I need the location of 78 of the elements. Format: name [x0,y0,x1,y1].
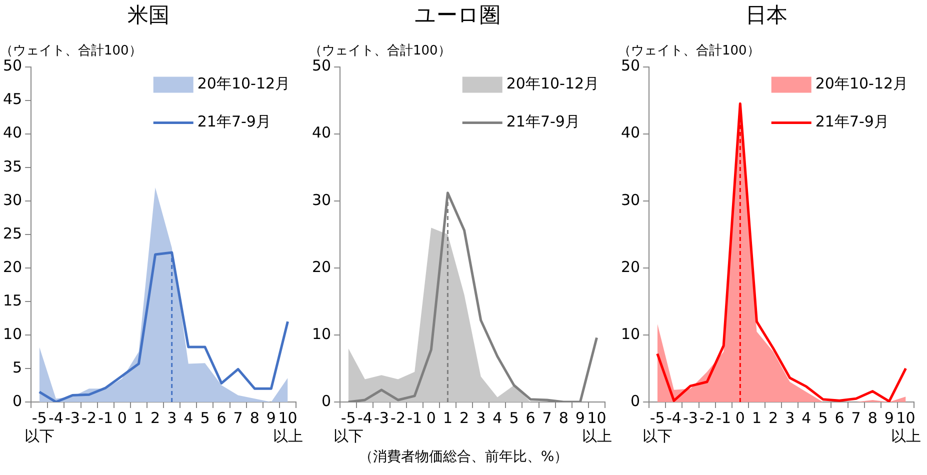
chart-title: ユーロ圏 [414,3,500,28]
y-tick-label: 5 [12,358,22,376]
y-tick-label: 50 [312,56,332,75]
y-tick-label: 45 [2,90,22,108]
x-tick-label: 4 [492,408,502,427]
x-tick-label: 5 [818,408,828,427]
x-tick-label: 6 [216,408,226,427]
y-tick-label: 10 [2,324,22,343]
y-tick-label: 25 [2,224,22,242]
y-tick-label: 0 [630,392,640,410]
x-tick-label: 4 [802,408,812,427]
y-axis-title: （ウェイト、合計100） [618,43,760,58]
y-tick-label: 0 [12,392,22,410]
x-tick-label: -1 [98,408,114,427]
x-tick-label: -4 [357,408,372,427]
y-tick-label: 50 [620,56,640,75]
x-tick-label: 9 [266,408,276,427]
x-tick-label: 3 [167,408,177,427]
x-tick-label: 9 [575,408,585,427]
legend-label: 21年7-9月 [815,112,889,131]
x-tick-label: 2 [768,408,778,427]
y-tick-label: 30 [2,190,22,209]
x-tick-label: 5 [509,408,519,427]
y-tick-label: 10 [620,324,640,343]
text: （消費者物価総合、前年比、%） [358,448,570,466]
x-tick-label: -2 [700,408,715,427]
x-tick-label: 4 [184,408,194,427]
chart-title: 米国 [128,3,170,28]
legend-label: 20年10-12月 [506,74,600,93]
legend-label: 20年10-12月 [197,74,290,93]
x-tick-label: -1 [407,408,422,427]
y-tick-label: 0 [322,392,332,410]
y-tick-label: 35 [2,157,22,176]
x-tick-label: 7 [851,408,861,427]
y-tick-label: 30 [620,190,640,209]
y-tick-label: 40 [2,124,22,142]
y-axis-title: （ウェイト、合計100） [309,43,451,58]
x-tick-label: 8 [250,408,260,427]
x-tick-label: 5 [200,408,210,427]
x-tick-label: 8 [868,408,878,427]
legend-label: 21年7-9月 [197,112,271,131]
y-tick-label: 20 [2,258,22,276]
x-tick-label: 2 [460,408,470,427]
x-tick-label: -1 [716,408,732,427]
x-tick-label: 6 [834,408,844,427]
x-tick-label: 3 [785,408,795,427]
y-tick-label: 30 [312,190,332,209]
x-tick-label: 1 [134,408,144,427]
x-tick-label: 0 [117,408,127,427]
x-tick-label: 8 [558,408,568,427]
x-tick-label: 1 [442,408,452,427]
y-tick-label: 15 [2,291,22,310]
legend-label: 21年7-9月 [506,112,580,131]
x-tick-label: -3 [65,408,80,427]
y-tick-label: 40 [312,124,332,142]
x-tick-label: 1 [752,408,762,427]
x-tick-label: -3 [683,408,698,427]
x-tick-label: 6 [526,408,536,427]
x-tick-label: 3 [476,408,486,427]
x-tick-label: -2 [390,408,406,427]
x-tick-label: 7 [542,408,552,427]
x-tick-label: 7 [233,408,243,427]
x-tick-label: -4 [666,408,682,427]
y-tick-label: 50 [2,56,22,75]
x-tick-label: 0 [735,408,745,427]
x-tick-label: -2 [82,408,97,427]
y-tick-label: 20 [312,258,332,276]
x-tick-label: 9 [884,408,894,427]
chart-title: 日本 [746,3,788,28]
y-tick-label: 20 [620,258,640,276]
x-tick-label: 2 [150,408,160,427]
y-tick-label: 40 [620,124,640,142]
y-axis-title: （ウェイト、合計100） [0,43,142,58]
x-tick-label: -4 [48,408,64,427]
legend-label: 20年10-12月 [815,74,908,93]
x-tick-label: 0 [426,408,436,427]
y-tick-label: 10 [312,324,332,343]
x-tick-label: -3 [374,408,389,427]
